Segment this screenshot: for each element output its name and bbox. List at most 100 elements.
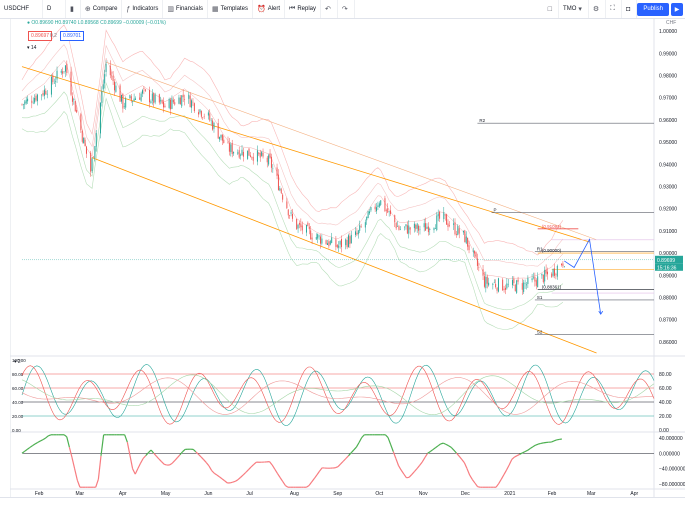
candle-body xyxy=(345,239,346,245)
candle-body xyxy=(85,140,86,146)
candle-body xyxy=(188,95,189,99)
candle-body xyxy=(23,104,24,105)
macd-segment xyxy=(501,475,504,480)
candle-body xyxy=(337,245,338,247)
candle-body xyxy=(104,74,105,83)
macd-segment xyxy=(422,458,425,462)
macd-segment xyxy=(285,485,288,487)
indicators-toggle[interactable]: ▾ 14 xyxy=(27,45,36,51)
candle-body xyxy=(438,214,439,217)
macd-segment xyxy=(22,451,25,453)
macd-segment xyxy=(246,470,249,473)
price-tick-label: 0.87000 xyxy=(659,318,677,324)
candle-body xyxy=(212,121,213,130)
macd-segment xyxy=(464,463,467,469)
candle-body xyxy=(331,238,332,243)
price-tick-label: 0.89000 xyxy=(659,273,677,279)
candle-body xyxy=(407,225,408,233)
candle-body xyxy=(233,152,234,153)
macd-segment xyxy=(507,465,510,470)
candle-body xyxy=(121,95,122,102)
candle-body xyxy=(257,150,258,161)
macd-segment xyxy=(420,462,423,465)
candle-body xyxy=(506,283,507,288)
macd-segment xyxy=(475,483,478,487)
candle-body xyxy=(159,94,160,102)
candle-body xyxy=(180,98,181,105)
candle-body xyxy=(330,241,331,244)
candle-body xyxy=(61,71,62,73)
candle-body xyxy=(178,98,179,104)
macd-segment xyxy=(130,455,133,468)
candle-body xyxy=(65,65,66,71)
candle-body xyxy=(162,100,163,103)
candle-body xyxy=(237,152,238,153)
macd-segment xyxy=(241,475,244,477)
osc-trend2-line xyxy=(22,378,654,415)
macd-segment xyxy=(162,462,165,465)
candle-body xyxy=(518,280,519,282)
price-tick-label: 0.88000 xyxy=(659,296,677,302)
buy-button[interactable]: 0.89701 xyxy=(60,31,84,41)
osc-trend-line xyxy=(22,375,654,415)
candle-body xyxy=(474,251,475,254)
macd-segment xyxy=(151,450,154,453)
macd-segment xyxy=(214,473,217,475)
macd-segment xyxy=(512,457,515,459)
candle-body xyxy=(453,223,454,224)
macd-segment xyxy=(451,447,454,450)
candle-body xyxy=(110,66,111,76)
ohlc-legend: ● O0.89690 H0.89740 L0.89568 C0.89699 −0… xyxy=(27,20,166,26)
candle-body xyxy=(183,95,184,97)
macd-segment xyxy=(449,446,452,448)
candle-body xyxy=(457,226,458,235)
candle-body xyxy=(202,117,203,118)
candle-body xyxy=(247,151,248,159)
spread-label: 0.2 xyxy=(50,33,57,39)
candle-body xyxy=(101,91,102,102)
candle-body xyxy=(434,228,435,230)
candle-body xyxy=(220,135,221,138)
macd-segment xyxy=(459,456,462,459)
candle-body xyxy=(211,121,212,122)
candle-body xyxy=(192,102,193,103)
price-tick-label: 0.96000 xyxy=(659,118,677,124)
macd-segment xyxy=(243,472,246,475)
macd-segment xyxy=(272,465,275,469)
fib-label-top: (0.91094) xyxy=(542,224,562,229)
macd-segment xyxy=(509,459,512,465)
macd-segment xyxy=(143,456,146,459)
sell-button[interactable]: 0.89697 xyxy=(28,31,52,41)
candle-body xyxy=(44,90,45,96)
osc-tick-label: 80.00 xyxy=(659,372,672,378)
candle-body xyxy=(198,112,199,114)
macd-segment xyxy=(343,459,346,462)
macd-segment xyxy=(48,435,51,436)
last-price-value: 0.89699 xyxy=(657,258,675,264)
osc-left-tick: 0.00 xyxy=(12,428,21,433)
macd-segment xyxy=(283,481,286,485)
fib-label-mid: (0.90000) xyxy=(542,248,562,253)
candle-body xyxy=(149,90,150,102)
macd-segment xyxy=(75,469,78,480)
macd-segment xyxy=(159,459,162,462)
candle-body xyxy=(338,246,339,248)
candle-body xyxy=(302,226,303,231)
candle-body xyxy=(387,208,388,212)
candle-body xyxy=(271,157,272,168)
candle-body xyxy=(527,278,528,284)
candle-body xyxy=(358,230,359,234)
candle-body xyxy=(218,123,219,138)
candle-body xyxy=(57,71,58,80)
candle-body xyxy=(384,198,385,211)
candle-body xyxy=(282,195,283,200)
candle-body xyxy=(26,100,27,104)
macd-segment xyxy=(177,455,180,458)
candle-body xyxy=(525,283,526,284)
price-tick-label: 0.86000 xyxy=(659,340,677,346)
macd-segment xyxy=(393,452,396,459)
candle-body xyxy=(289,215,290,216)
macd-segment xyxy=(204,460,207,463)
macd-segment xyxy=(391,445,394,452)
